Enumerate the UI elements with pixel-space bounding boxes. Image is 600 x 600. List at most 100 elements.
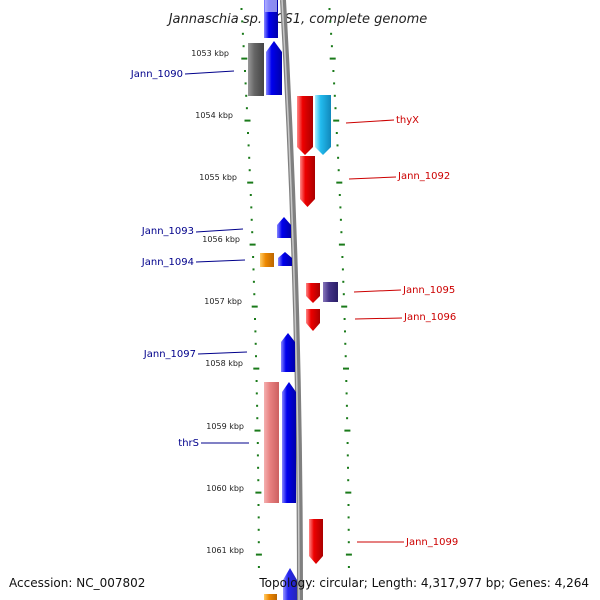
strand-guide-dots xyxy=(240,8,352,568)
guide-dot-right xyxy=(345,553,352,556)
label-jann-1090[interactable]: Jann_1090 xyxy=(130,69,183,80)
guide-dot-left xyxy=(252,268,255,271)
label-jann-1092[interactable]: Jann_1092 xyxy=(397,171,450,182)
topology-text: Topology: circular; Length: 4,317,977 bp… xyxy=(258,576,589,590)
label-jann-1096[interactable]: Jann_1096 xyxy=(403,312,456,323)
leader-jann-1094 xyxy=(195,259,246,263)
guide-dot-left xyxy=(255,355,257,358)
gene-red-near-thyx[interactable] xyxy=(297,96,313,155)
gene-jann-1094[interactable] xyxy=(260,253,274,267)
reverse-strand-genes xyxy=(248,0,297,600)
gene-red-1095[interactable] xyxy=(306,283,320,303)
forward-strand-genes xyxy=(297,95,338,564)
gene-jann-1093[interactable] xyxy=(277,217,291,238)
guide-dot-right xyxy=(345,404,348,407)
guide-dot-right xyxy=(344,330,346,333)
gene-block-gray[interactable] xyxy=(248,43,264,96)
leader-thyx xyxy=(345,119,395,124)
guide-dot-right xyxy=(328,8,331,10)
guide-dot-right xyxy=(345,491,352,494)
guide-dot-right xyxy=(330,45,333,48)
gene-jann-1097[interactable] xyxy=(281,333,295,372)
guide-dot-left xyxy=(253,293,256,296)
guide-dot-left xyxy=(240,8,243,10)
genome-backbone xyxy=(280,0,303,600)
scale-ticks: 1053 kbp 1054 kbp 1055 kbp 1056 kbp 1057… xyxy=(191,49,244,555)
label-thyx[interactable]: thyX xyxy=(396,115,419,126)
tick-label-1057: 1057 kbp xyxy=(204,297,242,306)
guide-dot-right xyxy=(345,392,348,395)
label-jann-1095[interactable]: Jann_1095 xyxy=(402,285,455,296)
label-jann-1099[interactable]: Jann_1099 xyxy=(405,537,458,548)
guide-dot-right xyxy=(347,528,350,531)
guide-dot-left xyxy=(241,32,244,35)
label-jann-1093[interactable]: Jann_1093 xyxy=(141,226,194,237)
guide-dot-right xyxy=(341,256,344,258)
gene-thyx[interactable] xyxy=(315,95,331,155)
gene-jann-1092[interactable] xyxy=(300,156,315,207)
guide-dot-left xyxy=(244,119,251,122)
genome-backbone-highlight xyxy=(281,0,300,600)
guide-dot-right xyxy=(342,280,345,283)
guide-dot-left xyxy=(253,367,260,370)
gene-bottom-blue[interactable] xyxy=(283,568,297,600)
guide-dot-right xyxy=(343,318,346,320)
leader-jann-1092 xyxy=(348,176,397,180)
guide-dot-right xyxy=(334,107,337,110)
guide-dot-left xyxy=(257,566,260,568)
gene-thrs[interactable] xyxy=(282,382,296,503)
guide-dot-right xyxy=(345,380,348,382)
accession-text: Accession: NC_007802 xyxy=(9,576,145,590)
gene-jann-1095[interactable] xyxy=(323,282,338,302)
guide-dot-right xyxy=(337,169,340,172)
guide-dot-right xyxy=(341,268,344,271)
guide-dot-left xyxy=(250,218,253,221)
guide-dot-right xyxy=(330,32,333,35)
leader-jann-1093 xyxy=(195,228,244,233)
guide-dot-left xyxy=(241,57,248,60)
guide-dot-right xyxy=(344,429,351,432)
guide-dot-right xyxy=(333,82,336,85)
gene-jann-1090[interactable] xyxy=(266,41,282,95)
guide-dot-left xyxy=(249,243,256,246)
leader-jann-1097 xyxy=(197,351,248,355)
guide-dot-left xyxy=(255,491,262,494)
guide-dot-left xyxy=(255,553,262,556)
tick-label-1058: 1058 kbp xyxy=(205,359,243,368)
guide-dot-left xyxy=(254,330,257,333)
guide-dot-left xyxy=(247,181,254,184)
gene-bottom-orange[interactable] xyxy=(264,594,277,600)
leader-jann-1096 xyxy=(354,317,403,320)
guide-dot-right xyxy=(344,342,347,345)
gene-pink-block[interactable] xyxy=(264,382,279,503)
guide-dot-right xyxy=(338,243,345,246)
guide-dot-right xyxy=(346,442,349,444)
guide-dot-right xyxy=(336,144,339,147)
guide-dot-left xyxy=(256,404,259,407)
tick-label-1053: 1053 kbp xyxy=(191,49,229,58)
gene-small-blue[interactable] xyxy=(278,252,292,266)
guide-dot-left xyxy=(257,528,260,531)
guide-dot-left xyxy=(248,169,251,172)
label-thrs[interactable]: thrS xyxy=(178,438,199,449)
guide-dot-left xyxy=(244,70,246,72)
guide-dot-left xyxy=(248,156,251,159)
guide-dot-left xyxy=(247,144,250,147)
guide-dot-right xyxy=(335,132,338,134)
guide-dot-left xyxy=(250,206,253,209)
gene-jann-1096[interactable] xyxy=(306,309,320,331)
leader-jann-1090 xyxy=(184,70,235,75)
guide-dot-right xyxy=(338,194,341,196)
label-jann-1094[interactable]: Jann_1094 xyxy=(141,257,194,268)
label-jann-1097[interactable]: Jann_1097 xyxy=(143,349,196,360)
gene-arrow-highlight xyxy=(265,0,277,12)
gene-jann-1099[interactable] xyxy=(309,519,323,564)
tick-label-1056: 1056 kbp xyxy=(202,235,240,244)
guide-dot-left xyxy=(256,454,259,457)
guide-dot-left xyxy=(256,442,259,444)
guide-dot-right xyxy=(329,20,332,23)
guide-dot-left xyxy=(254,318,256,320)
guide-dot-right xyxy=(340,231,343,234)
guide-dot-left xyxy=(257,516,260,519)
tick-label-1059: 1059 kbp xyxy=(206,422,244,431)
